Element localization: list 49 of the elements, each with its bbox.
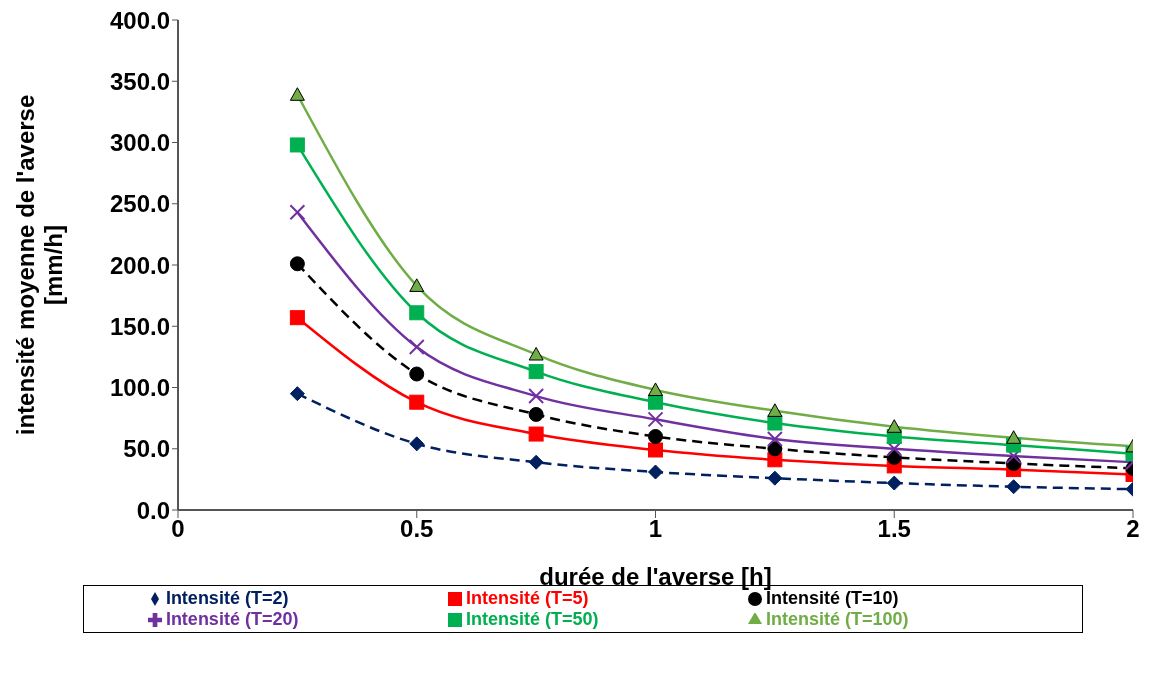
point [289,386,305,402]
point [289,137,305,153]
x-axis-title: durée de l'averse [h] [539,563,772,590]
point [767,470,783,486]
point [528,426,544,442]
legend-label: Intensité (T=2) [165,588,289,608]
y-tick-label: 150.0 [109,312,170,340]
y-tick-label: 400.0 [109,6,170,34]
y-axis-title: intensité moyenne de l'averse [mm/h] [12,94,67,436]
x-tick-label: 0 [171,515,185,543]
y-tick-label: 100.0 [109,374,170,402]
legend-label: Intensité (T=5) [465,588,589,608]
point [409,305,425,321]
point [528,406,544,422]
x-tick-label: 1.5 [877,515,911,543]
point [886,419,902,433]
x-tick-label: 2 [1126,515,1140,543]
point [289,310,305,326]
point [528,346,544,361]
y-tick-label: 350.0 [109,67,170,95]
x-tick-label: 0.5 [400,515,434,543]
legend-label: Intensité (T=100) [766,609,909,629]
y-tick-label: 250.0 [109,190,170,218]
point [767,441,783,457]
point [648,429,663,444]
point [528,364,544,380]
point [1006,430,1022,444]
legend-label: Intensité (T=50) [465,609,599,629]
point [409,366,425,382]
legend-label: Intensité (T=20) [165,609,299,629]
y-tick-label: 300.0 [109,129,170,157]
y-tick-label: 200.0 [109,251,170,279]
point [648,442,663,458]
point [648,394,663,410]
y-tick-label: 0.0 [136,496,170,524]
point [886,475,902,491]
point [528,454,544,470]
point [289,87,305,101]
y-tick-label: 50.0 [123,435,170,463]
point [648,382,663,397]
point [409,436,425,452]
point [767,415,783,431]
point [409,278,425,292]
point [1006,479,1022,495]
point [289,256,305,272]
point [767,403,783,417]
x-tick-label: 1 [648,515,663,543]
point [648,464,663,480]
point [409,394,425,410]
